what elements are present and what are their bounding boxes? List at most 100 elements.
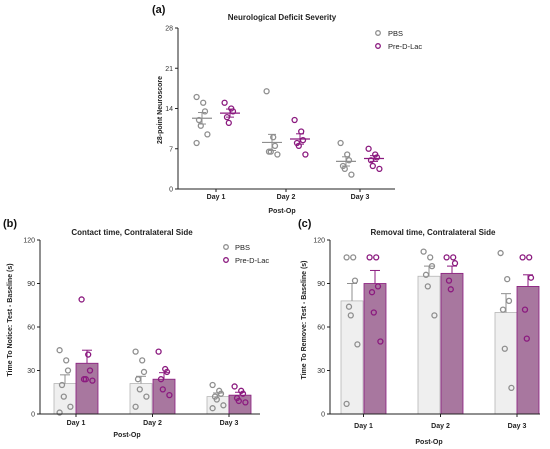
legend-pbs-label: PBS	[388, 29, 403, 38]
data-point	[132, 348, 139, 355]
plot-area	[192, 88, 384, 178]
bar	[129, 383, 153, 415]
data-point	[231, 383, 238, 390]
data-point	[197, 122, 204, 129]
data-point	[217, 390, 225, 397]
data-point	[523, 335, 530, 342]
data-point	[499, 306, 507, 313]
data-point	[368, 289, 376, 296]
data-point	[369, 162, 376, 170]
bar	[363, 283, 387, 415]
data-point	[450, 254, 457, 261]
panel-c-ylabel: Time To Remove: Test - Baseline (s)	[301, 260, 308, 379]
error-bar	[262, 133, 282, 151]
data-point	[299, 136, 307, 144]
x-tick-label: Day 2	[143, 420, 162, 427]
data-point	[166, 391, 173, 399]
panel-a-ylabel: 28-point Neuroscore	[157, 76, 164, 144]
y-tick-label: 0	[31, 412, 35, 419]
data-point	[225, 119, 232, 127]
y-tick-label: 120	[23, 238, 35, 245]
data-point	[344, 151, 351, 158]
data-point	[200, 99, 207, 106]
data-point	[447, 286, 454, 293]
legend-lac-marker	[223, 257, 229, 263]
panel-b-label: (b)	[3, 218, 17, 230]
data-point	[136, 386, 143, 393]
data-point	[424, 283, 431, 290]
y-tick-label: 7	[169, 146, 173, 153]
panel-c-xlabel: Post-Op	[415, 439, 442, 446]
data-point	[209, 381, 216, 389]
legend-pbs-marker	[375, 30, 381, 36]
error-bar	[60, 374, 70, 384]
data-point	[155, 348, 162, 355]
data-point	[519, 254, 526, 261]
bar	[494, 312, 518, 415]
data-point	[341, 165, 348, 173]
data-point	[354, 341, 361, 348]
data-point	[204, 131, 211, 138]
bar	[417, 275, 441, 415]
data-point	[235, 397, 242, 405]
data-point	[343, 400, 350, 408]
data-point	[267, 148, 274, 155]
panel-b-title: Contact time, Contralateral Side	[71, 228, 193, 237]
data-point	[367, 157, 375, 164]
data-point	[428, 262, 436, 270]
data-point	[497, 249, 504, 257]
bar	[440, 272, 464, 415]
data-point	[85, 351, 92, 358]
data-point	[291, 116, 298, 124]
error-bar	[159, 372, 169, 380]
data-point	[63, 357, 70, 364]
data-point	[64, 367, 72, 374]
data-point	[163, 368, 171, 376]
data-point	[221, 99, 228, 106]
data-point	[143, 393, 150, 400]
error-bar	[336, 156, 356, 167]
legend-pbs-marker	[223, 244, 229, 250]
y-tick-label: 0	[169, 187, 173, 194]
data-point	[527, 274, 535, 281]
error-bar	[447, 265, 457, 274]
data-point	[337, 139, 344, 147]
data-point	[508, 384, 515, 392]
data-point	[345, 157, 353, 164]
data-point	[445, 277, 453, 284]
y-tick-label: 90	[27, 281, 35, 288]
x-tick-label: Day 2	[431, 423, 450, 430]
data-point	[431, 312, 438, 319]
data-point	[377, 338, 384, 345]
panel-c: (c) Removal time, Contralateral Side Tim…	[298, 218, 540, 446]
data-point	[132, 403, 139, 410]
y-tick-label: 14	[165, 106, 173, 113]
axes	[177, 28, 395, 190]
data-point	[521, 306, 529, 313]
data-point	[86, 367, 94, 374]
data-point	[351, 277, 359, 284]
data-point	[159, 386, 166, 393]
panel-b-ylabel: Time To Notice: Test - Baseline (s)	[7, 263, 14, 376]
data-point	[67, 403, 74, 410]
data-point	[274, 151, 281, 158]
legend-lac-label: Pre-D-Lac	[235, 256, 269, 265]
legend-lac-label: Pre-D-Lac	[388, 42, 422, 51]
data-point	[140, 368, 148, 376]
data-point	[443, 254, 450, 261]
panel-a-xlabel: Post-Op	[268, 208, 295, 215]
data-point	[193, 139, 200, 147]
y-tick-label: 120	[313, 238, 325, 245]
data-point	[56, 409, 63, 416]
x-tick-label: Day 3	[508, 423, 527, 430]
data-point	[427, 254, 434, 261]
data-point	[374, 283, 382, 290]
x-tick-label: Day 3	[351, 194, 370, 201]
data-point	[420, 248, 427, 255]
data-point	[195, 116, 203, 124]
data-point	[270, 134, 277, 141]
y-tick-label: 60	[317, 325, 325, 332]
data-point	[366, 254, 373, 261]
data-point	[370, 309, 377, 316]
data-point	[209, 405, 216, 412]
